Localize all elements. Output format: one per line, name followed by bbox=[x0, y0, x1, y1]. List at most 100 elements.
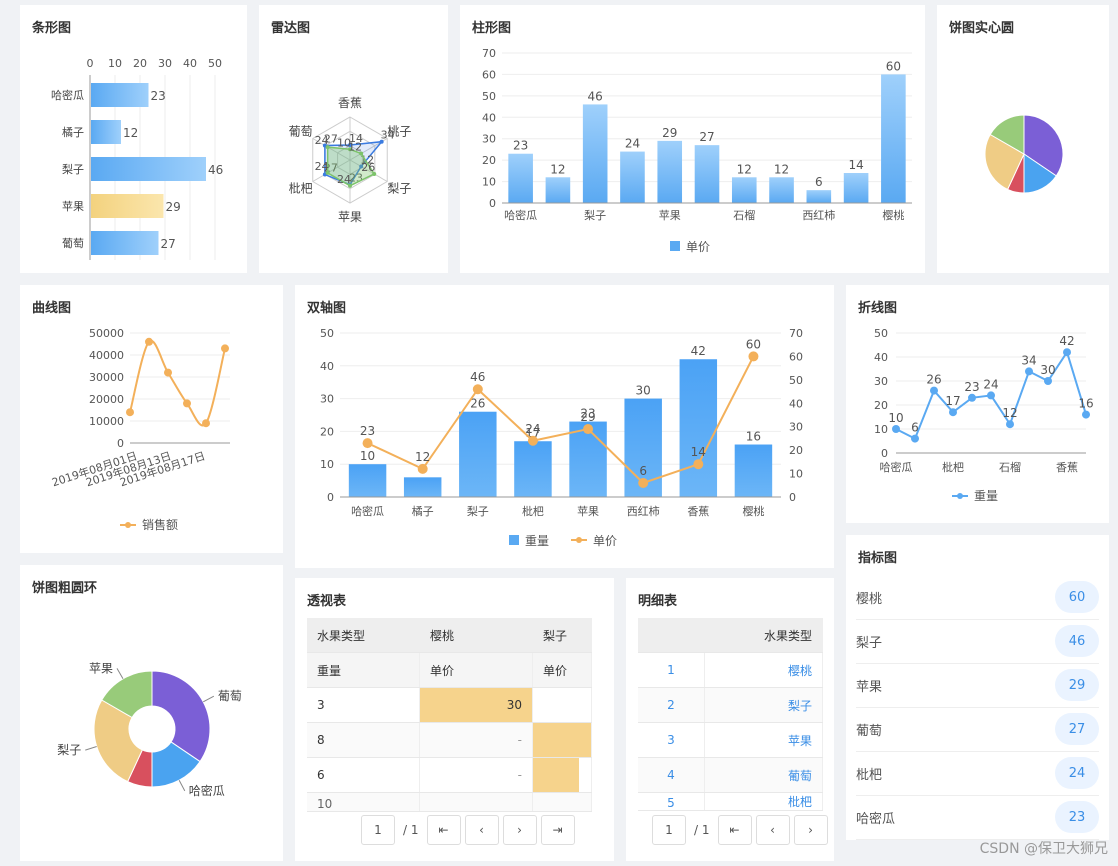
row-link[interactable]: 葡萄 bbox=[704, 757, 823, 793]
legend-swatch bbox=[509, 535, 519, 545]
pivot-bar-cell bbox=[532, 757, 592, 793]
pivot-table: 水果类型 樱桃 梨子 重量 单价 单价 3 30 8 - 6 - 10 bbox=[307, 618, 592, 812]
legend-label: 重量 bbox=[525, 534, 549, 548]
bar bbox=[620, 151, 645, 203]
data-point bbox=[892, 425, 900, 433]
tick-label: 30000 bbox=[89, 371, 124, 384]
bar bbox=[403, 477, 442, 497]
radar-point bbox=[379, 139, 384, 144]
hbar-card: 条形图 0 10 20 30 40 50 哈密瓜 23 橘子 12 梨子 46 苹果 29 葡萄 27 bbox=[20, 5, 247, 273]
line-data-label: 29 bbox=[580, 410, 595, 424]
bar bbox=[514, 441, 552, 497]
category-label: 香蕉 bbox=[687, 505, 709, 518]
tick-label: 30 bbox=[482, 133, 496, 146]
data-label: 17 bbox=[945, 394, 960, 408]
row-link[interactable]: 樱桃 bbox=[704, 652, 823, 688]
data-label: 24 bbox=[625, 137, 640, 151]
pie-slice bbox=[151, 670, 211, 763]
bar bbox=[569, 421, 607, 497]
pivot-cell: 30 bbox=[419, 687, 533, 723]
pivot-cell bbox=[419, 792, 533, 812]
bar bbox=[91, 231, 159, 255]
tick-label-right: 70 bbox=[789, 327, 803, 340]
last-page-icon[interactable]: ⇥ bbox=[540, 815, 575, 845]
table-row: 8 - bbox=[307, 722, 592, 758]
line-data-label: 14 bbox=[691, 445, 706, 459]
kpi-row: 苹果 29 bbox=[856, 663, 1099, 708]
bar bbox=[508, 153, 533, 203]
data-point bbox=[362, 438, 373, 449]
data-label: 23 bbox=[151, 89, 166, 103]
tick-label-left: 10 bbox=[320, 458, 334, 471]
bar bbox=[734, 444, 773, 497]
kpi-title: 指标图 bbox=[858, 551, 898, 566]
kpi-row: 梨子 46 bbox=[856, 619, 1099, 664]
pivot-cell: - bbox=[419, 722, 533, 758]
detail-title: 明细表 bbox=[638, 594, 678, 609]
line-data-label: 46 bbox=[470, 370, 485, 384]
label-leader bbox=[116, 668, 124, 680]
tick-label: 10000 bbox=[89, 415, 124, 428]
category-label: 石榴 bbox=[733, 208, 755, 222]
tick-label: 70 bbox=[482, 47, 496, 60]
line-data-label: 60 bbox=[746, 337, 761, 351]
radar-point bbox=[348, 147, 352, 152]
data-label: 12 bbox=[1002, 406, 1017, 420]
first-page-icon[interactable]: ⇤ bbox=[717, 815, 752, 845]
tick-label: 60 bbox=[482, 68, 496, 81]
donut-title: 饼图粗圆环 bbox=[32, 581, 98, 596]
tick-label: 20 bbox=[874, 399, 888, 412]
row-link[interactable]: 枇杷 bbox=[704, 792, 823, 811]
data-label: 42 bbox=[1059, 334, 1074, 348]
line-chart: 01020304050106261723 241234304216哈密瓜 枇杷 石榴香… bbox=[874, 327, 1094, 503]
bar-data-label: 26 bbox=[470, 397, 485, 411]
data-point bbox=[638, 477, 649, 488]
first-page-icon[interactable]: ⇤ bbox=[426, 815, 461, 845]
legend-label: 重量 bbox=[974, 489, 998, 503]
pivot-bar bbox=[533, 723, 591, 757]
page-number-input[interactable]: 1 bbox=[361, 815, 395, 845]
line-title: 折线图 bbox=[858, 301, 898, 316]
bar bbox=[881, 74, 906, 203]
tick-label-right: 60 bbox=[789, 350, 803, 363]
data-label: 29 bbox=[166, 200, 181, 214]
tick-label: 40 bbox=[874, 351, 888, 364]
data-point bbox=[472, 384, 483, 395]
row-link[interactable]: 梨子 bbox=[704, 687, 823, 723]
data-label: 26 bbox=[361, 161, 375, 174]
bar-data-label: 16 bbox=[746, 430, 761, 444]
next-page-icon[interactable]: › bbox=[502, 815, 537, 845]
row-index: 4 bbox=[638, 757, 705, 793]
kpi-label: 苹果 bbox=[856, 679, 883, 695]
radar-point bbox=[348, 183, 352, 188]
row-index: 3 bbox=[638, 722, 705, 758]
tick-label: 40 bbox=[183, 57, 197, 70]
radar-axis bbox=[312, 138, 351, 161]
prev-page-icon[interactable]: ‹ bbox=[755, 815, 790, 845]
kpi-row: 枇杷 24 bbox=[856, 751, 1099, 796]
data-label: 6 bbox=[911, 421, 919, 435]
radar-axis bbox=[312, 159, 351, 182]
donut-card: 饼图粗圆环 葡萄 哈密瓜 梨子 苹果 bbox=[20, 565, 283, 861]
pie-slice bbox=[989, 114, 1025, 155]
prev-page-icon[interactable]: ‹ bbox=[464, 815, 499, 845]
data-label: 12 bbox=[774, 162, 789, 176]
category-label: 哈密瓜 bbox=[504, 208, 537, 222]
kpi-row: 樱桃 60 bbox=[856, 575, 1099, 620]
slice-label: 葡萄 bbox=[218, 689, 242, 703]
bar-data-label: 42 bbox=[691, 344, 706, 358]
slice-label: 哈密瓜 bbox=[189, 783, 225, 798]
line-data-label: 23 bbox=[360, 424, 375, 438]
page-number-input[interactable]: 1 bbox=[652, 815, 686, 845]
data-label: 30 bbox=[1040, 363, 1055, 377]
row-link[interactable]: 苹果 bbox=[704, 722, 823, 758]
tick-label: 10 bbox=[874, 423, 888, 436]
next-page-icon[interactable]: › bbox=[793, 815, 828, 845]
pivot-header-cell: 水果类型 bbox=[307, 618, 420, 653]
detail-table: 水果类型 1 樱桃 2 梨子 3 苹果 4 葡萄 5 枇杷 bbox=[638, 618, 823, 811]
data-point bbox=[1025, 367, 1033, 376]
tick-label-left: 0 bbox=[327, 491, 334, 504]
radar-point bbox=[325, 170, 330, 175]
pie-chart bbox=[984, 114, 1064, 194]
kpi-value: 60 bbox=[1055, 581, 1099, 613]
